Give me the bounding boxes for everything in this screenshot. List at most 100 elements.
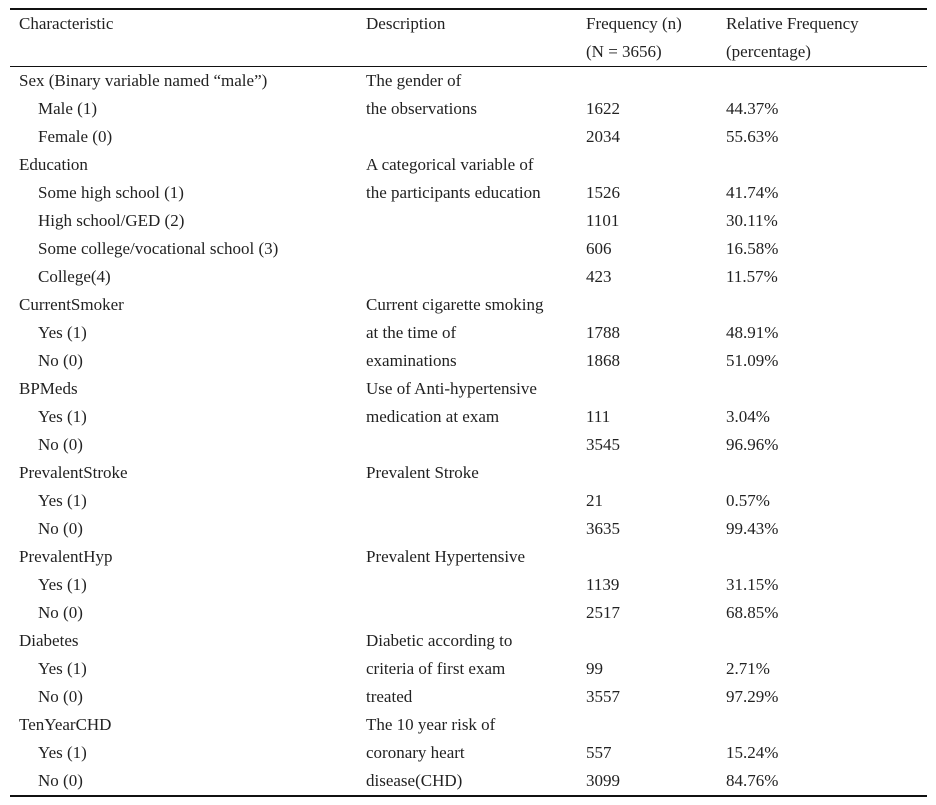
row-description: Current cigarette smoking [366, 295, 544, 314]
row-characteristic: Yes (1) [38, 491, 87, 510]
row-characteristic: Sex (Binary variable named “male”) [19, 71, 268, 90]
row-characteristic: CurrentSmoker [19, 295, 124, 314]
row-characteristic: No (0) [10, 767, 357, 797]
row-characteristic: Yes (1) [38, 743, 87, 762]
row-description [357, 599, 577, 627]
row-description: Diabetic according to [366, 631, 513, 650]
row-relative-frequency: 48.91% [726, 323, 779, 342]
row-description: The gender of [366, 71, 462, 90]
header-frequency-line2: (N = 3656) [586, 42, 662, 61]
table-row: High school/GED (2) 1101 30.11% [10, 207, 927, 235]
row-description: treated [366, 687, 413, 706]
row-description: Use of Anti-hypertensive [366, 379, 537, 398]
row-characteristic: TenYearCHD [19, 715, 112, 734]
row-relative-frequency: 97.29% [726, 687, 779, 706]
row-relative-frequency: 99.43% [726, 519, 779, 538]
row-frequency: 2517 [586, 603, 620, 622]
row-relative-frequency [717, 375, 927, 403]
row-relative-frequency: 0.57% [726, 491, 770, 510]
row-frequency: 1101 [586, 211, 620, 230]
table-row: Yes (1) criteria of first exam 99 2.71% [10, 655, 927, 683]
row-frequency [577, 67, 717, 96]
row-frequency: 3545 [586, 435, 620, 454]
row-frequency: 21 [586, 491, 603, 510]
row-description: the participants education [366, 183, 541, 202]
row-frequency [577, 627, 717, 655]
row-frequency: 111 [586, 407, 611, 426]
row-description: Prevalent Stroke [366, 463, 479, 482]
row-characteristic: Some high school (1) [38, 183, 184, 202]
header-characteristic: Characteristic [19, 14, 114, 33]
row-relative-frequency: 2.71% [726, 659, 770, 678]
table-row: No (0) 3635 99.43% [10, 515, 927, 543]
table-row: Yes (1) medication at exam 111 3.04% [10, 403, 927, 431]
header-description: Description [366, 14, 446, 33]
row-description [357, 235, 577, 263]
table-row: BPMeds Use of Anti-hypertensive [10, 375, 927, 403]
table-row: No (0) 2517 68.85% [10, 599, 927, 627]
row-relative-frequency [717, 291, 927, 319]
header-relative-line1: Relative Frequency [726, 14, 859, 33]
row-relative-frequency: 15.24% [726, 743, 779, 762]
row-frequency: 1139 [586, 575, 620, 594]
row-relative-frequency: 16.58% [726, 239, 779, 258]
header-relative-frequency: Relative Frequency (percentage) [717, 9, 927, 67]
row-frequency: 1788 [586, 323, 620, 342]
table-row: Female (0) 2034 55.63% [10, 123, 927, 151]
row-relative-frequency: 11.57% [726, 267, 778, 286]
row-description: criteria of first exam [366, 659, 506, 678]
table-row: Yes (1) 1139 31.15% [10, 571, 927, 599]
row-relative-frequency: 3.04% [726, 407, 770, 426]
row-characteristic: Yes (1) [38, 407, 87, 426]
row-frequency [577, 291, 717, 319]
row-description: the observations [366, 99, 477, 118]
table-body: Sex (Binary variable named “male”) The ge… [10, 67, 927, 797]
row-description [357, 431, 577, 459]
row-characteristic: College(4) [38, 267, 111, 286]
row-relative-frequency: 31.15% [726, 575, 779, 594]
row-description [357, 123, 577, 151]
row-description [357, 571, 577, 599]
table-row: CurrentSmoker Current cigarette smoking [10, 291, 927, 319]
row-frequency: 1622 [586, 99, 620, 118]
table-row: No (0) 3545 96.96% [10, 431, 927, 459]
row-description: The 10 year risk of [366, 715, 496, 734]
row-characteristic: No (0) [38, 603, 83, 622]
row-description [357, 263, 577, 291]
table-row: Yes (1) at the time of 1788 48.91% [10, 319, 927, 347]
row-description: at the time of [366, 323, 457, 342]
row-characteristic: PrevalentHyp [19, 547, 113, 566]
table-row: Some high school (1) the participants edu… [10, 179, 927, 207]
row-characteristic: No (0) [38, 435, 83, 454]
row-description: Prevalent Hypertensive [366, 547, 526, 566]
row-frequency: 99 [586, 659, 603, 678]
table-row: College(4) 423 11.57% [10, 263, 927, 291]
row-frequency [577, 375, 717, 403]
row-characteristic: Female (0) [38, 127, 113, 146]
row-characteristic: No (0) [38, 519, 83, 538]
row-frequency: 557 [586, 743, 612, 762]
row-description: coronary heart [366, 743, 465, 762]
row-frequency: 3557 [586, 687, 620, 706]
table-row: No (0) treated 3557 97.29% [10, 683, 927, 711]
row-frequency [577, 543, 717, 571]
row-characteristic: High school/GED (2) [38, 211, 185, 230]
table-row: PrevalentHyp Prevalent Hypertensive [10, 543, 927, 571]
row-characteristic: Yes (1) [38, 659, 87, 678]
table-row: Male (1) the observations 1622 44.37% [10, 95, 927, 123]
row-relative-frequency: 55.63% [726, 127, 779, 146]
row-description: medication at exam [366, 407, 500, 426]
row-relative-frequency [717, 543, 927, 571]
row-relative-frequency: 51.09% [726, 351, 779, 370]
header-frequency: Frequency (n) (N = 3656) [577, 9, 717, 67]
header-frequency-line1: Frequency (n) [586, 14, 682, 33]
frequency-table: Characteristic Description Frequency (n)… [10, 8, 927, 797]
row-characteristic: Yes (1) [38, 323, 87, 342]
table-row: TenYearCHD The 10 year risk of [10, 711, 927, 739]
row-relative-frequency: 68.85% [726, 603, 779, 622]
table-row: Diabetes Diabetic according to [10, 627, 927, 655]
row-frequency: 1526 [586, 183, 620, 202]
row-relative-frequency [717, 151, 927, 179]
row-characteristic: PrevalentStroke [19, 463, 128, 482]
table-header: Characteristic Description Frequency (n)… [10, 9, 927, 67]
